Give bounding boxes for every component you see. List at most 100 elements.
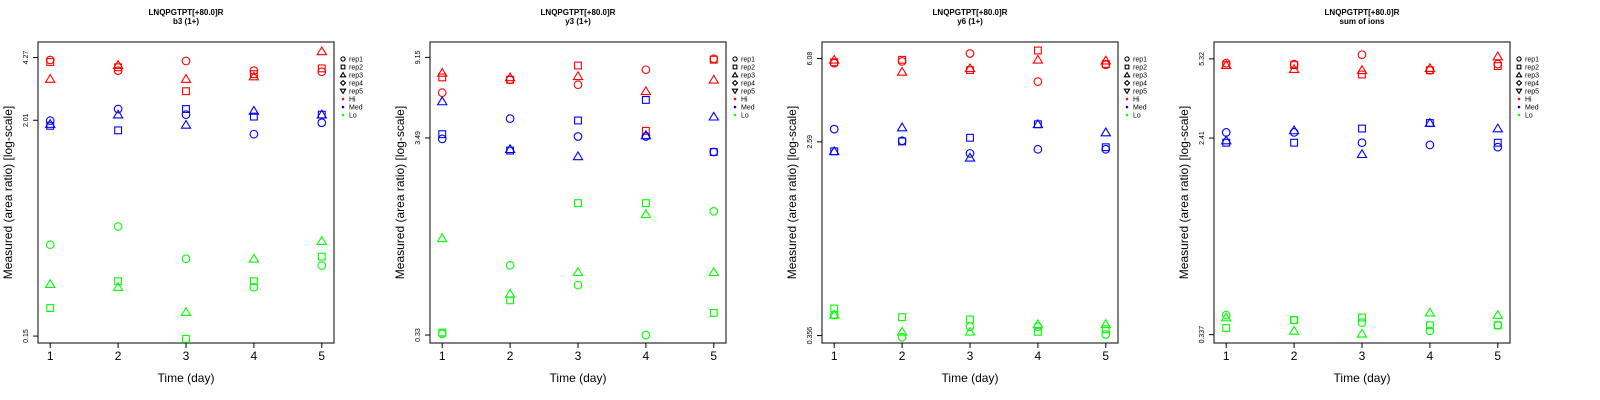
- y-tick-label: 6.08: [807, 52, 814, 66]
- chart-panel-3: LNQPGTPT[+80.0]Ry6 (1+) 1 2 3 4 5 Time (day) 0.…: [785, 8, 1147, 385]
- y-tick-label: 4.27: [23, 51, 30, 65]
- data-point: [1492, 309, 1504, 319]
- chart-subtitle: y6 (1+): [957, 17, 983, 26]
- x-tick-label: 1: [831, 349, 838, 363]
- legend-dot: [1517, 113, 1521, 117]
- data-point: [828, 145, 840, 156]
- data-point: [1222, 324, 1231, 333]
- data-point: [1032, 318, 1044, 329]
- legend-marker: [731, 71, 739, 78]
- legend-marker: [1124, 56, 1130, 62]
- data-point: [1425, 140, 1435, 150]
- data-point: [641, 330, 651, 340]
- data-point: [248, 71, 260, 81]
- x-tick-label: 4: [643, 349, 650, 363]
- legend-label: Hi: [1525, 97, 1532, 104]
- data-point: [641, 95, 650, 104]
- legend-label: rep2: [1133, 65, 1147, 72]
- legend-label: rep2: [1525, 65, 1539, 72]
- x-tick-label: 1: [47, 349, 54, 363]
- data-point: [1032, 54, 1044, 64]
- data-points: [1220, 50, 1504, 338]
- data-point: [1493, 320, 1503, 330]
- data-point: [574, 61, 582, 70]
- data-point: [896, 326, 908, 336]
- data-point: [436, 95, 448, 106]
- legend-dot: [341, 105, 345, 109]
- data-point: [1221, 310, 1231, 320]
- legend-dot: [733, 105, 737, 109]
- data-point: [708, 266, 720, 277]
- data-point: [248, 253, 260, 263]
- data-point: [1424, 62, 1436, 72]
- data-point: [1033, 144, 1043, 154]
- data-point: [1221, 128, 1231, 137]
- x-axis-label: Time (day): [1334, 371, 1391, 385]
- data-point: [1357, 50, 1367, 60]
- data-point: [316, 45, 328, 56]
- data-point: [437, 134, 447, 144]
- legend-label: rep5: [349, 89, 363, 96]
- legend-label: Med: [1133, 105, 1147, 112]
- data-point: [573, 80, 583, 90]
- data-point: [1424, 307, 1436, 317]
- data-point: [248, 105, 260, 115]
- data-point: [181, 110, 191, 119]
- chart-title: LNQPGTPT[+80.0]R: [149, 8, 224, 17]
- legend-label: rep1: [1525, 57, 1539, 64]
- data-point: [1493, 59, 1503, 69]
- data-point: [180, 119, 192, 129]
- data-point: [640, 129, 652, 140]
- data-point: [1288, 63, 1300, 74]
- data-point: [1290, 61, 1299, 70]
- data-point: [1424, 117, 1436, 127]
- data-point: [249, 277, 258, 286]
- data-point: [573, 280, 583, 290]
- data-point: [249, 129, 259, 139]
- data-point: [574, 199, 582, 208]
- data-point: [1358, 124, 1366, 133]
- legend-marker: [1123, 71, 1131, 78]
- data-point: [438, 130, 447, 139]
- data-point: [505, 114, 515, 123]
- y-tick-label: 0.356: [807, 327, 814, 345]
- data-point: [709, 147, 719, 157]
- data-point: [1493, 321, 1502, 330]
- data-point: [1425, 326, 1435, 336]
- data-point: [1101, 144, 1111, 154]
- data-point: [828, 309, 840, 319]
- data-point: [965, 149, 975, 158]
- data-point: [1356, 328, 1368, 338]
- y-tick-label: 0.15: [23, 329, 30, 343]
- data-point: [316, 109, 328, 119]
- legend-label: rep3: [1133, 73, 1147, 80]
- chart-panel-2: LNQPGTPT[+80.0]Ry3 (1+) 1 2 3 4 5 Time (day) 0.…: [393, 8, 755, 385]
- legend-label: rep4: [1525, 81, 1539, 88]
- legend-marker: [1516, 56, 1522, 62]
- data-point: [897, 332, 907, 342]
- chart-subtitle: sum of ions: [1340, 17, 1385, 26]
- legend-marker: [1516, 64, 1522, 70]
- x-tick-label: 5: [710, 349, 717, 363]
- legend-label: rep4: [741, 81, 755, 88]
- chart-subtitle: y3 (1+): [565, 17, 591, 26]
- legend-marker: [732, 56, 738, 62]
- legend-dot: [1517, 97, 1521, 101]
- data-point: [898, 55, 907, 64]
- data-point: [44, 278, 56, 289]
- data-point: [830, 58, 839, 67]
- data-point: [640, 208, 652, 219]
- data-point: [316, 235, 328, 245]
- y-tick-label: 5.32: [1199, 52, 1206, 66]
- data-point: [1033, 77, 1043, 86]
- legend-dot: [1125, 97, 1129, 101]
- legend-label: Med: [349, 105, 363, 112]
- x-axis-label: Time (day): [158, 371, 215, 385]
- data-point: [112, 59, 124, 69]
- data-point: [46, 58, 55, 66]
- data-point: [182, 87, 190, 96]
- data-point: [1358, 313, 1366, 322]
